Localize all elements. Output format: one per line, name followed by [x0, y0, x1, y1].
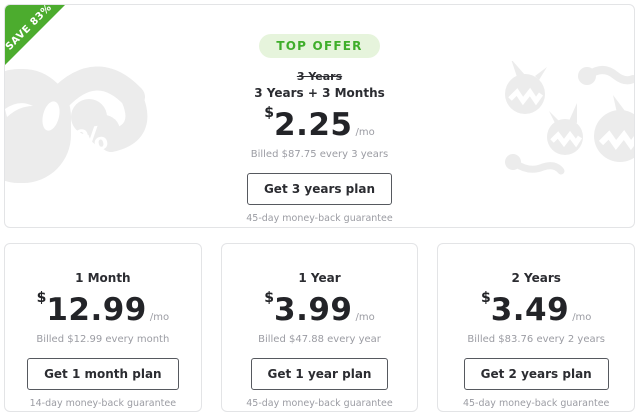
currency-sign: $: [480, 290, 491, 306]
top-plan-title: 3 Years + 3 Months: [254, 86, 385, 100]
per-month-label: /mo: [149, 312, 170, 323]
plan-price: $3.99/mo: [222, 291, 418, 326]
money-back-guarantee: 14-day money-back guarantee: [29, 398, 177, 409]
plan-card-1-year: 1 Year $3.99/mo Billed $47.88 every year…: [220, 243, 419, 412]
top-offer-card: SAVE 83% %: [4, 4, 635, 228]
top-offer-badge: TOP OFFER: [259, 34, 380, 58]
plan-title: 1 Year: [298, 271, 341, 285]
price-amount: 2.25: [274, 107, 353, 143]
price-amount: 3.49: [490, 292, 570, 328]
plan-price: $12.99/mo: [5, 291, 201, 326]
save-ribbon-triangle: [5, 5, 65, 65]
billing-note: Billed $47.88 every year: [258, 334, 381, 345]
plan-price: $3.49/mo: [438, 291, 634, 326]
money-back-guarantee: 45-day money-back guarantee: [462, 398, 610, 409]
old-plan-strikethrough: 3 Years: [296, 70, 343, 83]
plan-card-2-years: 2 Years $3.49/mo Billed $83.76 every 2 y…: [437, 243, 636, 412]
billing-note: Billed $12.99 every month: [36, 334, 170, 345]
plan-card-1-month: 1 Month $12.99/mo Billed $12.99 every mo…: [4, 243, 202, 412]
per-month-label: /mo: [355, 312, 375, 323]
price-amount: 3.99: [274, 292, 353, 328]
currency-sign: $: [264, 105, 274, 121]
billing-note: Billed $83.76 every 2 years: [467, 334, 605, 345]
billing-note: Billed $87.75 every 3 years: [250, 149, 389, 160]
get-1-month-plan-button[interactable]: Get 1 month plan: [27, 358, 179, 390]
per-month-label: /mo: [572, 312, 592, 323]
get-3-years-plan-button[interactable]: Get 3 years plan: [246, 173, 393, 205]
money-back-guarantee: 45-day money-back guarantee: [246, 398, 393, 409]
money-back-guarantee: 45-day money-back guarantee: [246, 213, 393, 224]
plan-title: 1 Month: [75, 271, 131, 285]
save-ribbon: SAVE 83%: [5, 5, 75, 75]
per-month-label: /mo: [355, 127, 375, 138]
plan-title: 2 Years: [511, 271, 561, 285]
currency-sign: $: [264, 290, 275, 306]
get-1-year-plan-button[interactable]: Get 1 year plan: [250, 358, 389, 390]
top-price: $2.25/mo: [5, 106, 634, 141]
plans-row: 1 Month $12.99/mo Billed $12.99 every mo…: [4, 243, 636, 412]
price-amount: 12.99: [46, 292, 147, 328]
currency-sign: $: [36, 290, 47, 306]
get-2-years-plan-button[interactable]: Get 2 years plan: [463, 358, 609, 390]
